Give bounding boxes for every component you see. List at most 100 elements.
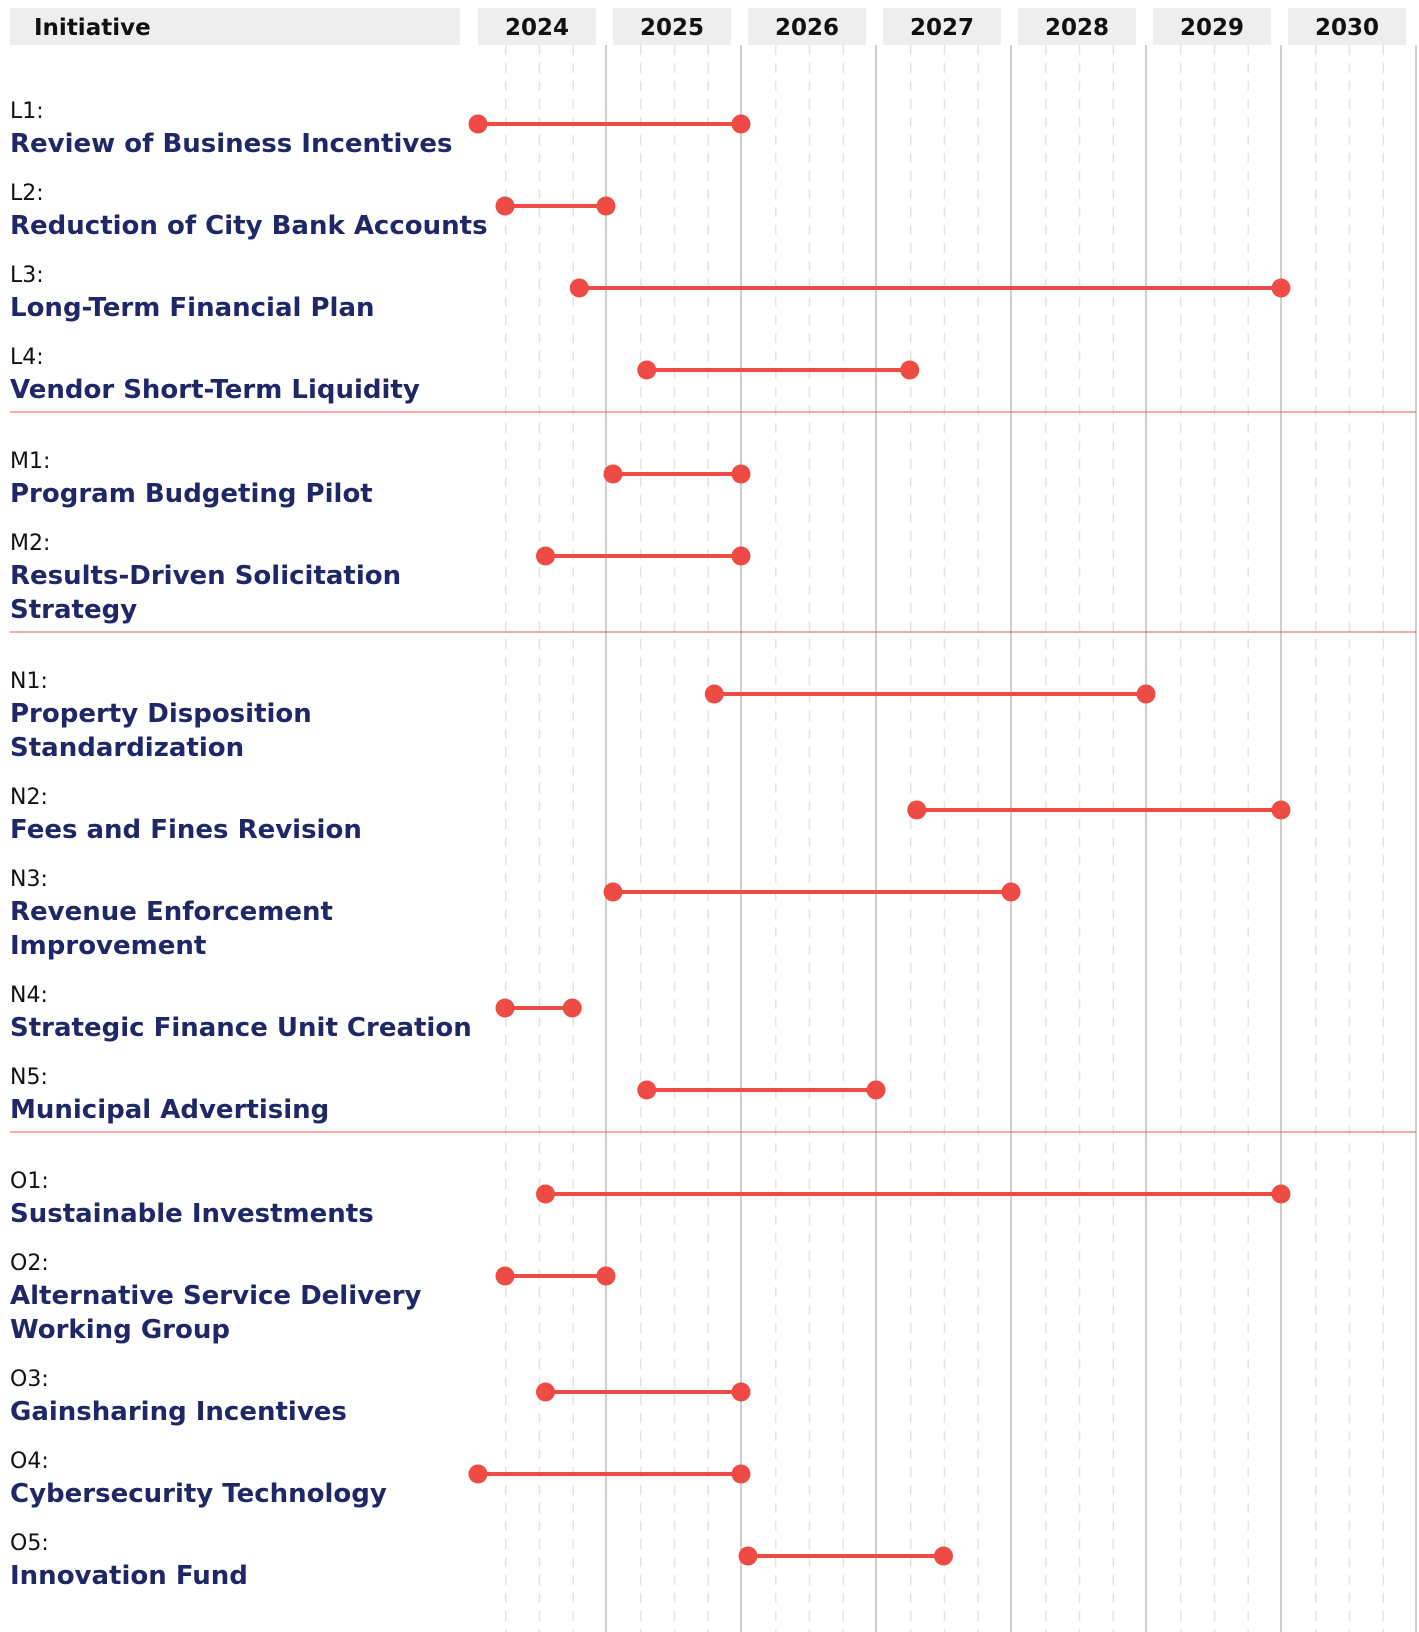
header-cell-year [883, 8, 1001, 45]
start-marker [536, 546, 555, 566]
initiative-name: Gainsharing Incentives [10, 1397, 347, 1427]
end-marker [1271, 278, 1291, 298]
initiative-code: L4: [10, 345, 44, 370]
initiative-code: N5: [10, 1065, 48, 1090]
initiative-rows: L1: Review of Business Incentives L2: Reduc… [10, 99, 1416, 1591]
initiative-code: O2: [10, 1251, 49, 1276]
start-marker [704, 684, 724, 704]
start-marker [495, 998, 515, 1018]
initiative-row: N2: Fees and Fines Revision [10, 785, 1291, 845]
year-tick-label: 2026 [775, 15, 839, 41]
initiative-name: Long-Term Financial Plan [10, 293, 375, 323]
initiative-code: L1: [10, 99, 44, 124]
initiative-row: O4: Cybersecurity Technology [10, 1449, 751, 1509]
initiative-name: Cybersecurity Technology [10, 1479, 387, 1509]
start-marker [603, 882, 623, 902]
initiative-row: N1: Property Disposition Standardization [10, 669, 1156, 763]
end-marker [1001, 882, 1021, 902]
initiative-row: L4: Vendor Short-Term Liquidity [10, 345, 920, 405]
end-marker [731, 1382, 751, 1402]
end-marker [596, 1266, 616, 1286]
start-marker [738, 1546, 758, 1566]
end-marker [731, 114, 751, 134]
initiative-name: Standardization [10, 733, 244, 763]
start-marker [637, 360, 657, 380]
end-marker [731, 546, 751, 566]
header-cell-year [748, 8, 866, 45]
initiative-name: Strategic Finance Unit Creation [10, 1013, 472, 1043]
header-cell-year [1153, 8, 1271, 45]
initiative-name: Alternative Service Delivery [10, 1281, 422, 1311]
initiative-code: O5: [10, 1531, 49, 1556]
initiative-name: Results-Driven Solicitation [10, 561, 401, 591]
initiative-code: L2: [10, 181, 44, 206]
start-marker [569, 278, 589, 298]
initiative-code: M2: [10, 531, 50, 556]
end-marker [562, 998, 582, 1018]
start-marker [637, 1080, 657, 1100]
initiative-row: O3: Gainsharing Incentives [10, 1367, 751, 1427]
header-row: Initiative 2024 2025 2026 2027 2028 2029 2030 [10, 8, 1406, 45]
grid-layer [505, 45, 1417, 1632]
initiative-code: N2: [10, 785, 48, 810]
header-cell-year [613, 8, 731, 45]
initiative-code: O1: [10, 1169, 49, 1194]
initiative-name: Property Disposition [10, 699, 312, 729]
end-marker [731, 1464, 751, 1484]
start-marker [536, 1184, 555, 1204]
initiative-code: L3: [10, 263, 44, 288]
initiative-name: Vendor Short-Term Liquidity [10, 375, 420, 405]
end-marker [1271, 1184, 1291, 1204]
initiative-name: Working Group [10, 1315, 230, 1345]
initiative-code: M1: [10, 449, 50, 474]
initiative-row: O1: Sustainable Investments [10, 1169, 1291, 1229]
initiative-name: Improvement [10, 931, 206, 961]
end-marker [1136, 684, 1156, 704]
year-tick-label: 2025 [640, 15, 704, 41]
year-tick-label: 2030 [1315, 15, 1379, 41]
initiative-name: Fees and Fines Revision [10, 815, 362, 845]
initiative-row: N5: Municipal Advertising [10, 1065, 886, 1125]
end-marker [934, 1546, 953, 1566]
start-marker [495, 196, 515, 216]
initiative-name: Revenue Enforcement [10, 897, 333, 927]
initiative-name: Municipal Advertising [10, 1095, 329, 1125]
initiative-row: O2: Alternative Service Delivery Working G… [10, 1251, 616, 1345]
end-marker [596, 196, 616, 216]
initiative-name: Strategy [10, 595, 137, 625]
initiative-code: N4: [10, 983, 48, 1008]
start-marker [603, 464, 623, 484]
initiative-code: N1: [10, 669, 48, 694]
start-marker [907, 800, 927, 820]
year-tick-label: 2029 [1180, 15, 1244, 41]
end-marker [731, 464, 751, 484]
initiative-row: O5: Innovation Fund [10, 1531, 953, 1591]
initiative-row: L1: Review of Business Incentives [10, 99, 751, 159]
initiative-row: M2: Results-Driven Solicitation Strategy [10, 531, 751, 625]
initiative-code: O4: [10, 1449, 49, 1474]
initiative-name: Sustainable Investments [10, 1199, 374, 1229]
initiative-row: L3: Long-Term Financial Plan [10, 263, 1291, 323]
start-marker [468, 1464, 488, 1484]
initiative-name: Innovation Fund [10, 1561, 248, 1591]
header-cell-year [478, 8, 596, 45]
initiative-row: M1: Program Budgeting Pilot [10, 449, 751, 509]
end-marker [900, 360, 920, 380]
end-marker [866, 1080, 886, 1100]
start-marker [468, 114, 488, 134]
initiative-row: N4: Strategic Finance Unit Creation [10, 983, 582, 1043]
header-cell-year [1018, 8, 1136, 45]
initiative-name: Program Budgeting Pilot [10, 479, 373, 509]
initiative-row: N3: Revenue Enforcement Improvement [10, 867, 1021, 961]
year-tick-label: 2024 [505, 15, 569, 41]
year-tick-label: 2028 [1045, 15, 1109, 41]
initiative-code: O3: [10, 1367, 49, 1392]
initiative-name: Reduction of City Bank Accounts [10, 211, 488, 241]
year-tick-label: 2027 [910, 15, 974, 41]
header-label: Initiative [34, 15, 151, 41]
header-cell-year [1288, 8, 1406, 45]
start-marker [495, 1266, 515, 1286]
header-cell-initiative [10, 8, 460, 45]
start-marker [536, 1382, 555, 1402]
